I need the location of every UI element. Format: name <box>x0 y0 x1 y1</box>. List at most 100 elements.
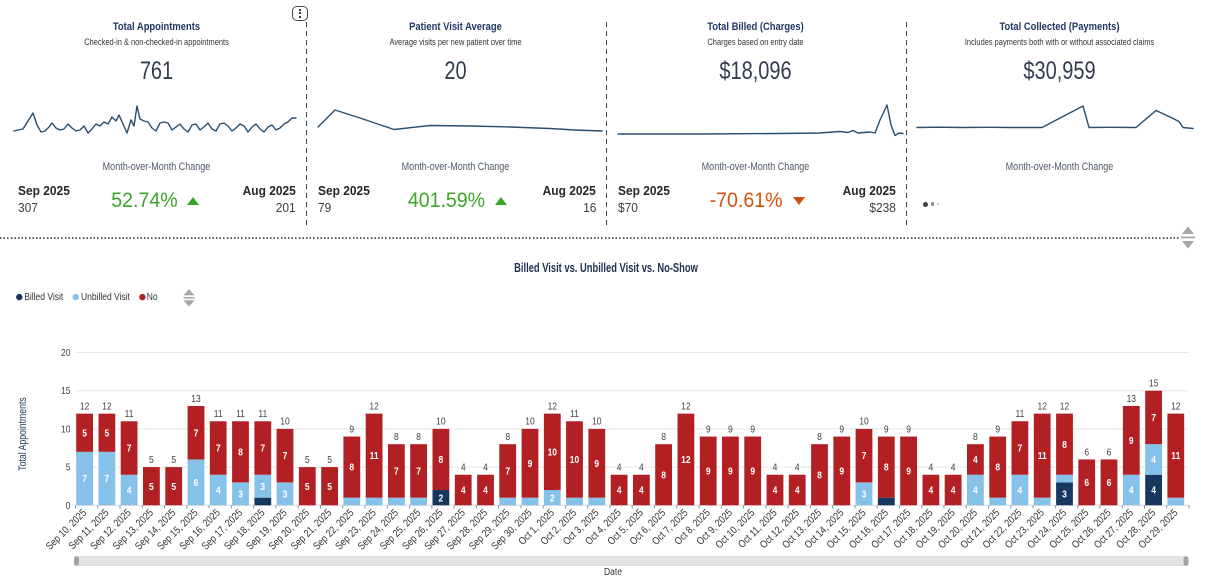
svg-text:5: 5 <box>105 428 110 440</box>
svg-text:Date: Date <box>604 566 622 577</box>
svg-text:Billed Visit: Billed Visit <box>24 292 63 303</box>
svg-text:8: 8 <box>416 431 421 443</box>
svg-text:6: 6 <box>1107 477 1112 489</box>
svg-text:15: 15 <box>61 385 70 397</box>
svg-text:4: 4 <box>617 462 622 474</box>
svg-text:8: 8 <box>505 431 510 443</box>
svg-text:9: 9 <box>995 424 1000 436</box>
svg-text:9: 9 <box>349 424 354 436</box>
svg-text:10: 10 <box>280 416 289 428</box>
svg-text:4: 4 <box>1151 454 1156 466</box>
svg-text:8: 8 <box>817 470 822 482</box>
svg-text:7: 7 <box>394 466 399 478</box>
svg-text:8: 8 <box>1062 439 1067 451</box>
svg-text:9: 9 <box>528 458 533 470</box>
svg-text:3: 3 <box>1062 489 1067 501</box>
svg-text:4: 4 <box>795 462 800 474</box>
svg-text:6: 6 <box>1084 477 1089 489</box>
svg-text:6: 6 <box>194 477 199 489</box>
svg-text:12: 12 <box>1037 401 1046 413</box>
svg-text:13: 13 <box>191 393 200 405</box>
svg-text:9: 9 <box>750 424 755 436</box>
svg-text:11: 11 <box>1038 450 1048 462</box>
svg-text:9: 9 <box>728 466 733 478</box>
svg-text:8: 8 <box>661 470 666 482</box>
svg-text:11: 11 <box>1015 408 1024 420</box>
svg-text:13: 13 <box>1127 393 1136 405</box>
svg-text:12: 12 <box>80 401 89 413</box>
svg-text:7: 7 <box>260 443 265 455</box>
svg-text:0: 0 <box>66 500 71 512</box>
svg-text:4: 4 <box>617 485 622 497</box>
svg-text:4: 4 <box>929 485 934 497</box>
svg-text:10: 10 <box>525 416 534 428</box>
svg-text:8: 8 <box>973 431 978 443</box>
svg-text:4: 4 <box>461 485 466 497</box>
svg-text:4: 4 <box>773 462 778 474</box>
svg-text:4: 4 <box>973 485 978 497</box>
svg-text:12: 12 <box>548 401 557 413</box>
svg-text:4: 4 <box>461 462 466 474</box>
svg-text:Total Appointments: Total Appointments <box>17 397 29 471</box>
svg-text:9: 9 <box>706 466 711 478</box>
svg-text:11: 11 <box>258 408 267 420</box>
svg-text:5: 5 <box>305 454 310 466</box>
svg-text:6: 6 <box>1084 447 1089 459</box>
svg-text:9: 9 <box>839 466 844 478</box>
svg-text:5: 5 <box>66 462 71 474</box>
svg-text:4: 4 <box>1129 485 1134 497</box>
svg-text:4: 4 <box>639 485 644 497</box>
svg-text:12: 12 <box>1171 401 1180 413</box>
svg-text:9: 9 <box>750 466 755 478</box>
svg-text:8: 8 <box>661 431 666 443</box>
svg-text:8: 8 <box>238 447 243 459</box>
svg-text:4: 4 <box>127 485 132 497</box>
svg-text:10: 10 <box>61 424 70 436</box>
svg-text:8: 8 <box>884 462 889 474</box>
svg-text:8: 8 <box>817 431 822 443</box>
svg-text:4: 4 <box>483 485 488 497</box>
svg-text:5: 5 <box>82 428 87 440</box>
svg-text:11: 11 <box>370 450 380 462</box>
svg-text:7: 7 <box>127 443 132 455</box>
svg-text:11: 11 <box>236 408 245 420</box>
svg-text:9: 9 <box>1129 435 1134 447</box>
svg-text:5: 5 <box>171 481 176 493</box>
svg-text:9: 9 <box>706 424 711 436</box>
svg-text:3: 3 <box>260 481 265 493</box>
svg-text:5: 5 <box>327 454 332 466</box>
svg-text:8: 8 <box>349 462 354 474</box>
svg-text:2: 2 <box>439 493 444 505</box>
svg-text:9: 9 <box>728 424 733 436</box>
svg-text:10: 10 <box>548 447 557 459</box>
svg-text:9: 9 <box>884 424 889 436</box>
svg-text:10: 10 <box>859 416 868 428</box>
svg-text:7: 7 <box>1018 443 1023 455</box>
svg-text:15: 15 <box>1149 378 1158 390</box>
svg-text:5: 5 <box>327 481 332 493</box>
svg-text:7: 7 <box>505 466 510 478</box>
svg-text:12: 12 <box>1060 401 1069 413</box>
svg-text:9: 9 <box>906 424 911 436</box>
svg-text:8: 8 <box>394 431 399 443</box>
svg-text:11: 11 <box>214 408 223 420</box>
svg-text:9: 9 <box>906 466 911 478</box>
svg-text:11: 11 <box>1171 450 1181 462</box>
svg-text:4: 4 <box>483 462 488 474</box>
svg-text:4: 4 <box>795 485 800 497</box>
svg-text:6: 6 <box>1107 447 1112 459</box>
svg-text:10: 10 <box>570 454 579 466</box>
svg-text:4: 4 <box>951 462 956 474</box>
svg-text:7: 7 <box>216 443 221 455</box>
svg-text:5: 5 <box>149 454 154 466</box>
svg-text:12: 12 <box>369 401 378 413</box>
svg-text:7: 7 <box>416 466 421 478</box>
svg-text:11: 11 <box>570 408 579 420</box>
svg-text:9: 9 <box>839 424 844 436</box>
svg-text:5: 5 <box>305 481 310 493</box>
svg-text:7: 7 <box>194 428 199 440</box>
svg-text:7: 7 <box>283 450 288 462</box>
svg-text:4: 4 <box>216 485 221 497</box>
svg-text:4: 4 <box>951 485 956 497</box>
svg-text:3: 3 <box>862 489 867 501</box>
